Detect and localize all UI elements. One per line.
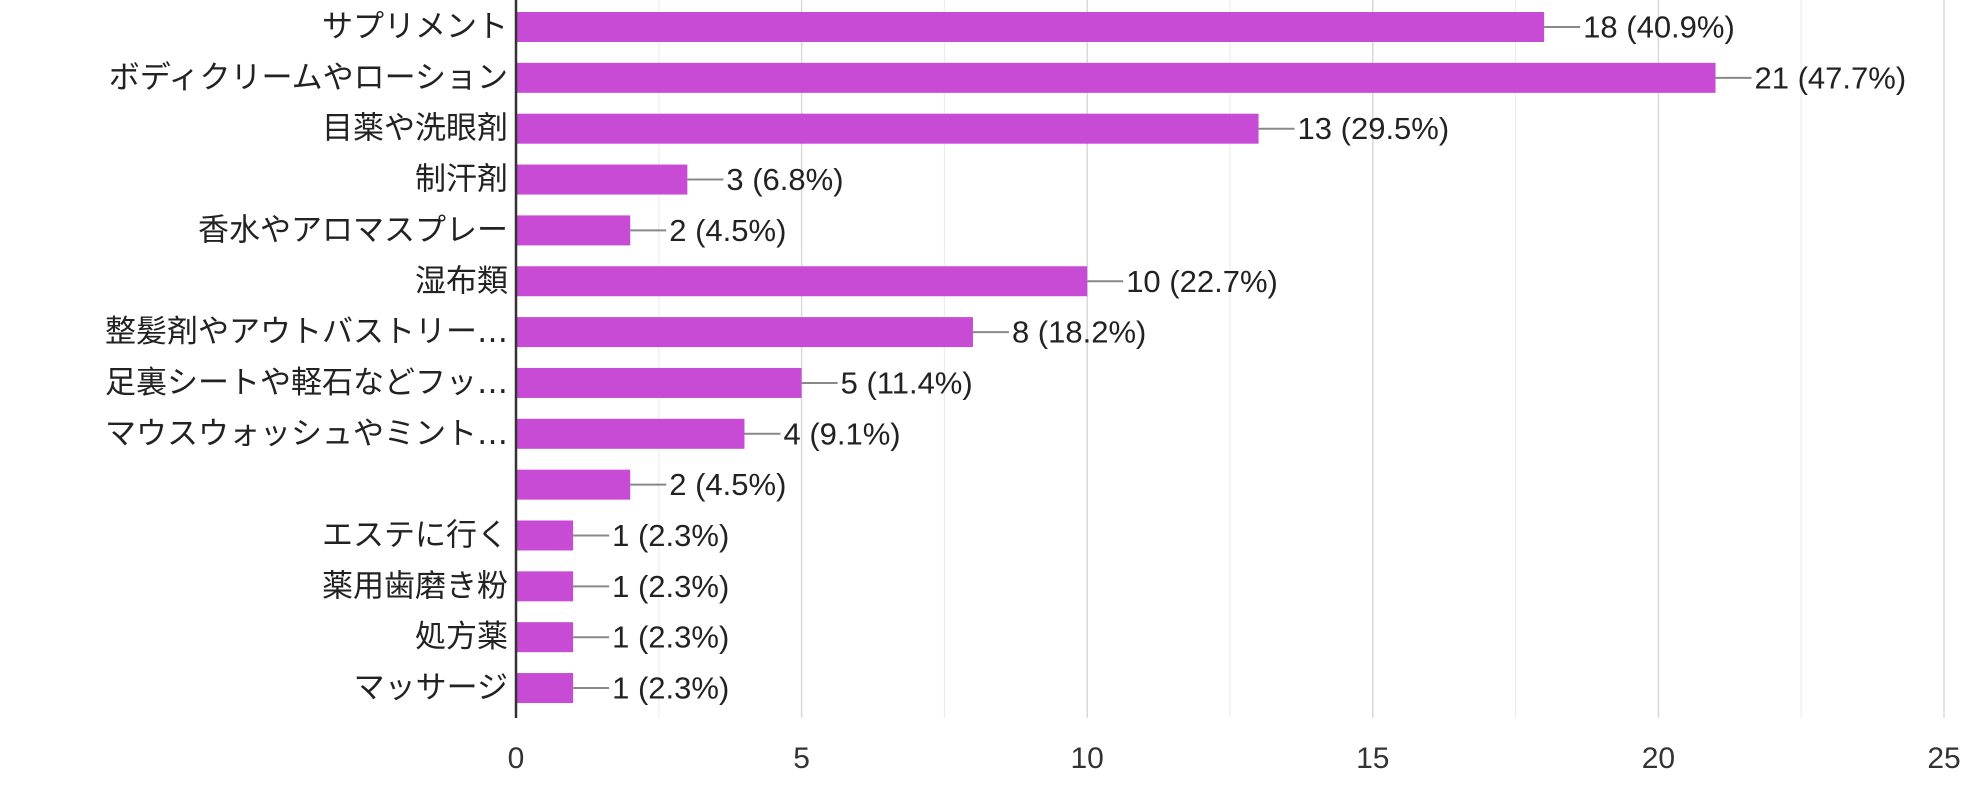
bar xyxy=(516,418,745,449)
bar xyxy=(516,113,1259,144)
bar xyxy=(516,317,973,348)
category-label: 香水やアロマスプレー xyxy=(198,212,508,248)
value-label: 21 (47.7%) xyxy=(1755,60,1907,95)
x-tick-labels: 0 5 10 15 20 25 xyxy=(508,742,1961,775)
category-label: 制汗剤 xyxy=(415,162,508,198)
category-label: サプリメント xyxy=(322,9,508,45)
category-label: 整髪剤やアウトバストリー… xyxy=(105,314,508,350)
value-label: 1 (2.3%) xyxy=(612,518,729,553)
x-tick-label: 10 xyxy=(1071,742,1104,775)
category-label: 目薬や洗眼剤 xyxy=(322,111,508,147)
category-label: マッサージ xyxy=(354,670,508,706)
value-label: 13 (29.5%) xyxy=(1298,111,1450,146)
bar xyxy=(516,673,574,704)
category-label: 足裏シートや軽石などフッ… xyxy=(105,365,508,401)
x-tick-label: 20 xyxy=(1642,742,1675,775)
value-label: 18 (40.9%) xyxy=(1583,10,1735,45)
bar xyxy=(516,215,631,246)
value-label: 2 (4.5%) xyxy=(669,213,786,248)
value-label: 1 (2.3%) xyxy=(612,620,729,655)
bar xyxy=(516,367,802,398)
x-tick-label: 5 xyxy=(793,742,810,775)
x-tick-label: 0 xyxy=(508,742,525,775)
category-label: ボディクリームやローション xyxy=(109,60,508,96)
grid-lines xyxy=(658,0,1945,718)
category-labels: サプリメントボディクリームやローション目薬や洗眼剤制汗剤香水やアロマスプレー湿布… xyxy=(105,9,508,706)
value-label: 4 (9.1%) xyxy=(783,416,900,451)
value-label: 1 (2.3%) xyxy=(612,569,729,604)
bar xyxy=(516,520,574,551)
category-label: エステに行く xyxy=(322,518,508,554)
bar xyxy=(516,469,631,500)
category-label: 処方薬 xyxy=(415,619,508,655)
bar xyxy=(516,164,688,195)
x-tick-label: 15 xyxy=(1356,742,1389,775)
value-labels: 18 (40.9%) 21 (47.7%) 13 (29.5%) 3 (6.8%) 2 … xyxy=(612,10,1906,706)
x-tick-label: 25 xyxy=(1927,742,1960,775)
bar xyxy=(516,571,574,602)
value-label: 2 (4.5%) xyxy=(669,467,786,502)
category-label: 薬用歯磨き粉 xyxy=(322,568,508,604)
category-label: マウスウォッシュやミント… xyxy=(105,416,508,452)
value-leader-lines xyxy=(573,26,1752,690)
value-label: 1 (2.3%) xyxy=(612,671,729,706)
bar xyxy=(516,622,574,653)
value-label: 8 (18.2%) xyxy=(1012,315,1146,350)
value-label: 3 (6.8%) xyxy=(726,162,843,197)
bar xyxy=(516,266,1088,297)
value-label: 10 (22.7%) xyxy=(1126,264,1278,299)
value-label: 5 (11.4%) xyxy=(841,365,973,400)
bar xyxy=(516,62,1716,93)
category-label: 湿布類 xyxy=(415,263,508,299)
bar xyxy=(516,12,1545,42)
bars xyxy=(516,12,1716,704)
